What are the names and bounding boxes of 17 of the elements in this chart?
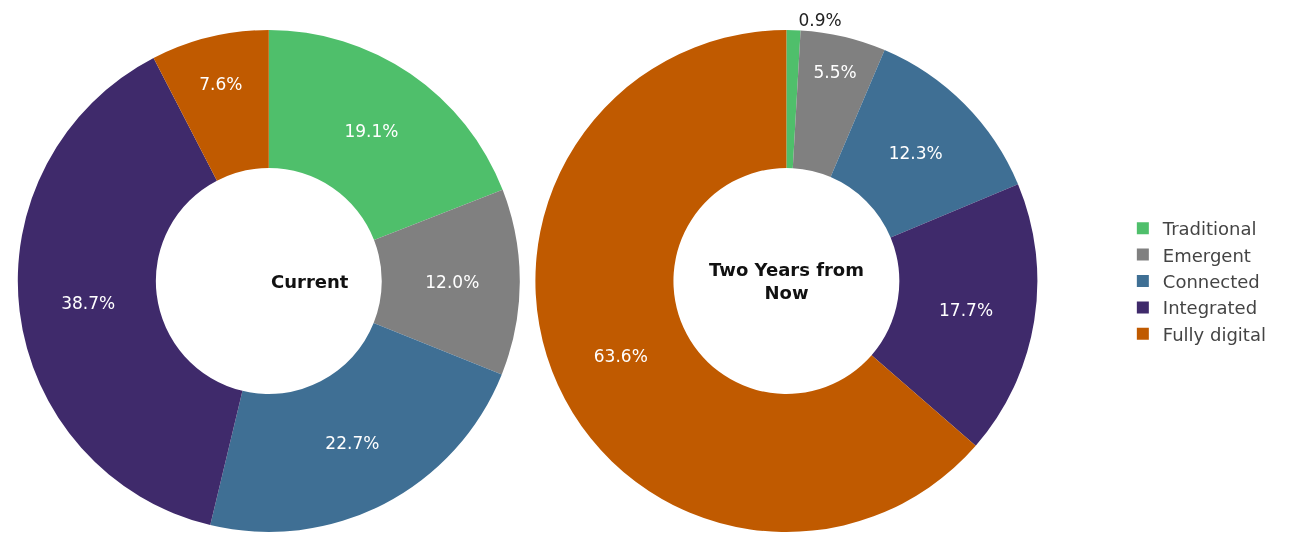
data-label: 12.0% [425,271,480,292]
slice-label: Two Years from Now [709,259,864,304]
slice-label: Current [271,271,349,292]
data-label: 12.3% [888,142,943,163]
data-label: 7.6% [199,73,243,94]
data-label: 17.7% [939,300,994,321]
data-label: 0.9% [798,10,842,31]
legend-label: Emergent [1162,244,1251,266]
legend-label: Traditional [1161,218,1257,240]
data-label: 63.6% [593,346,648,367]
legend-label: Integrated [1162,297,1258,319]
legend-label: Fully digital [1162,323,1266,345]
data-label: 5.5% [813,62,857,83]
data-label: 22.7% [325,432,380,453]
legend-label: Connected [1162,271,1260,293]
data-label: 19.1% [344,120,399,141]
data-label: 38.7% [61,292,116,313]
